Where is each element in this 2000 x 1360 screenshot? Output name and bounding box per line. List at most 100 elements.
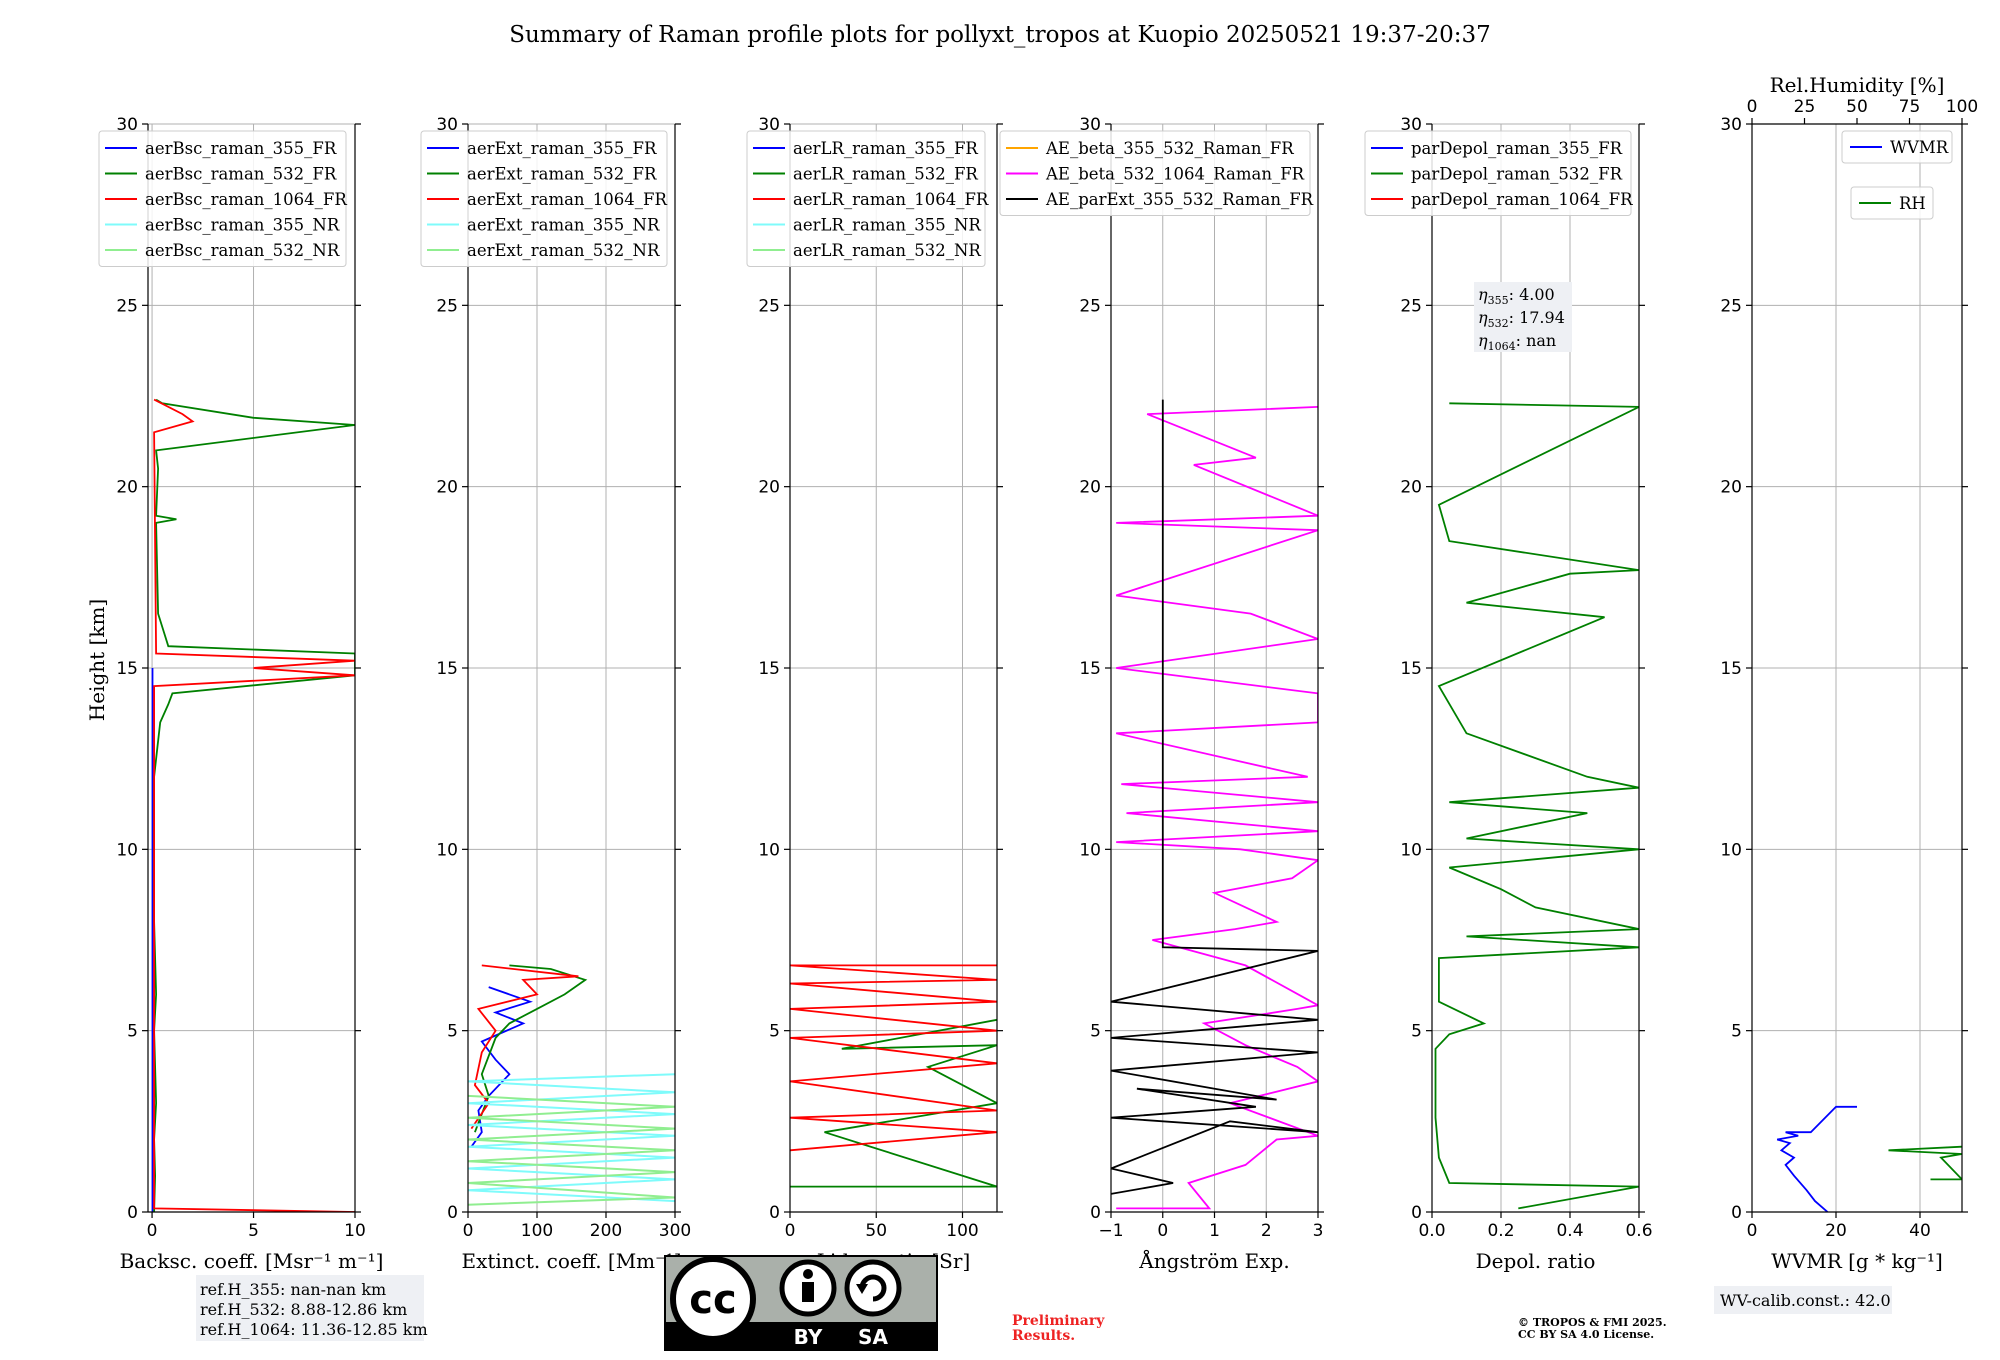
series-line-aerBsc_raman_532_FR bbox=[153, 398, 355, 1212]
y-tick-label: 15 bbox=[758, 659, 780, 679]
y-tick-label: 30 bbox=[1400, 115, 1422, 135]
y-tick-label: 25 bbox=[1720, 296, 1742, 316]
series-line-aerExt_raman_1064_FR bbox=[470, 964, 579, 1130]
legend-extinction: aerExt_raman_355_FR aerExt_raman_532_FRae… bbox=[420, 130, 668, 267]
x-tick-label: 3 bbox=[1313, 1221, 1324, 1241]
x-axis-label: WVMR [g * kg⁻¹] bbox=[1771, 1249, 1943, 1273]
y-tick-label: 20 bbox=[1079, 478, 1101, 498]
series-line-RH bbox=[1888, 1145, 1962, 1181]
eta-532: η532: 17.94 bbox=[1478, 308, 1565, 330]
copyright-line2: CC BY SA 4.0 License. bbox=[1518, 1328, 1654, 1341]
x-tick-label: 0.2 bbox=[1487, 1221, 1514, 1241]
x-tick-label: 0 bbox=[1747, 1221, 1758, 1241]
cc-icon bbox=[670, 1256, 756, 1342]
x-tick-label: 5 bbox=[248, 1221, 259, 1241]
y-tick-label: 0 bbox=[1731, 1203, 1742, 1223]
series-line-AE_beta_532_1064_Raman_FR bbox=[1115, 406, 1318, 1210]
legend-label: aerExt_raman_1064_FR bbox=[467, 190, 667, 209]
y-tick-label: 10 bbox=[1400, 840, 1422, 860]
legend-box bbox=[1364, 130, 1632, 216]
series-line-aerLR_raman_532_FR bbox=[790, 1018, 997, 1188]
top-x-tick-label: 0 bbox=[1747, 97, 1758, 117]
ref-height-532: ref.H_532: 8.88-12.86 km bbox=[200, 1300, 407, 1319]
legend-box bbox=[1850, 186, 1934, 220]
legend-label: aerExt_raman_355_NR bbox=[467, 216, 660, 235]
legend-label: aerExt_raman_532_NR bbox=[467, 241, 660, 260]
legend-label: parDepol_raman_532_FR bbox=[1411, 165, 1623, 184]
y-tick-label: 5 bbox=[127, 1022, 138, 1042]
wv-calib-box: WV-calib.const.: 42.0 bbox=[1714, 1286, 1892, 1314]
x-tick-label: 2 bbox=[1261, 1221, 1272, 1241]
legend-label: AE_beta_532_1064_Raman_FR bbox=[1045, 165, 1305, 184]
cc-by-label: BY bbox=[794, 1325, 823, 1349]
y-tick-label: 5 bbox=[769, 1022, 780, 1042]
copyright-line1: © TROPOS & FMI 2025. bbox=[1518, 1316, 1667, 1329]
y-tick-label: 10 bbox=[1079, 840, 1101, 860]
x-tick-label: 0 bbox=[785, 1221, 796, 1241]
legend-box bbox=[999, 130, 1311, 216]
y-axis-label: Height [km] bbox=[85, 599, 109, 721]
x-tick-label: 10 bbox=[344, 1221, 366, 1241]
cc-by-sa-badge: cc BY SA bbox=[664, 1255, 938, 1351]
legend-label: aerLR_raman_532_NR bbox=[793, 241, 981, 260]
legend-label: aerBsc_raman_532_NR bbox=[145, 241, 340, 260]
panel-lidar_ratio: 051015202530050100Lidar ratio [Sr]aerLR_… bbox=[746, 115, 1003, 1273]
legend-label: AE_beta_355_532_Raman_FR bbox=[1045, 139, 1294, 158]
panel-backscatter: 0 5 10 15 20 25 30 0 5 10 Backsc. coeff. [Msr⁻¹ m⁻… bbox=[98, 115, 384, 1273]
series-line-WVMR bbox=[1776, 1105, 1857, 1212]
x-tick-label: 0.4 bbox=[1556, 1221, 1583, 1241]
preliminary-label: Preliminary bbox=[1012, 1313, 1105, 1329]
x-tick-label: 40 bbox=[1909, 1221, 1931, 1241]
legend-box bbox=[98, 130, 347, 267]
legend-label: aerLR_raman_1064_FR bbox=[793, 190, 989, 209]
x-tick-label: 100 bbox=[521, 1221, 553, 1241]
top-x-tick-label: 50 bbox=[1846, 97, 1868, 117]
legend-depolarization: parDepol_raman_355_FR parDepol_raman_532_… bbox=[1364, 130, 1633, 216]
cc-logo-text: cc bbox=[689, 1277, 736, 1323]
legend-label: parDepol_raman_1064_FR bbox=[1411, 190, 1633, 209]
eta-355: η355: 4.00 bbox=[1478, 285, 1555, 307]
x-tick-label: −1 bbox=[1098, 1221, 1123, 1241]
series-group bbox=[1776, 1105, 1962, 1212]
y-tick-label: 10 bbox=[436, 840, 458, 860]
y-tick-label: 20 bbox=[116, 478, 138, 498]
y-tick-label: 5 bbox=[1731, 1022, 1742, 1042]
series-group bbox=[468, 964, 675, 1206]
y-tick-label: 10 bbox=[1720, 840, 1742, 860]
y-tick-label: 25 bbox=[1079, 296, 1101, 316]
series-group bbox=[151, 398, 355, 1212]
x-tick-label: 0 bbox=[463, 1221, 474, 1241]
x-tick-label: 0.6 bbox=[1625, 1221, 1652, 1241]
top-x-tick-label: 25 bbox=[1794, 97, 1816, 117]
y-tick-label: 5 bbox=[447, 1022, 458, 1042]
legend-label: AE_parExt_355_532_Raman_FR bbox=[1045, 190, 1314, 209]
series-line-AE_parExt_355_532_Raman_FR bbox=[1111, 399, 1318, 1195]
top-x-tick-label: 100 bbox=[1946, 97, 1978, 117]
figure-title: Summary of Raman profile plots for polly… bbox=[509, 22, 1491, 48]
y-tick-label: 15 bbox=[436, 659, 458, 679]
annotation-box bbox=[1474, 282, 1572, 352]
cc-sa-label: SA bbox=[858, 1325, 888, 1349]
x-axis-label: Depol. ratio bbox=[1476, 1249, 1596, 1273]
legend-box bbox=[1841, 130, 1953, 164]
series-group bbox=[790, 964, 997, 1188]
series-line-parDepol_raman_532_FR bbox=[1434, 402, 1639, 1210]
legend-label: aerLR_raman_355_NR bbox=[793, 216, 981, 235]
ref-height-box: ref.H_355: nan-nan km ref.H_532: 8.88-12… bbox=[196, 1275, 428, 1341]
x-axis-label: Backsc. coeff. [Msr⁻¹ m⁻¹] bbox=[120, 1249, 384, 1273]
legend-box bbox=[746, 130, 986, 267]
y-tick-label: 10 bbox=[116, 840, 138, 860]
y-tick-label: 0 bbox=[127, 1203, 138, 1223]
results-label: Results. bbox=[1012, 1328, 1075, 1344]
ref-height-355: ref.H_355: nan-nan km bbox=[200, 1280, 386, 1299]
legend-lidar_ratio: aerLR_raman_355_FR aerLR_raman_532_FR aerL… bbox=[746, 130, 989, 267]
legend-label: aerBsc_raman_532_FR bbox=[145, 165, 337, 184]
y-tick-label: 0 bbox=[447, 1203, 458, 1223]
x-tick-label: 20 bbox=[1825, 1221, 1847, 1241]
legend-box bbox=[420, 130, 668, 267]
legend-label: aerExt_raman_532_FR bbox=[467, 165, 657, 184]
y-tick-label: 15 bbox=[116, 659, 138, 679]
y-tick-label: 20 bbox=[1400, 478, 1422, 498]
